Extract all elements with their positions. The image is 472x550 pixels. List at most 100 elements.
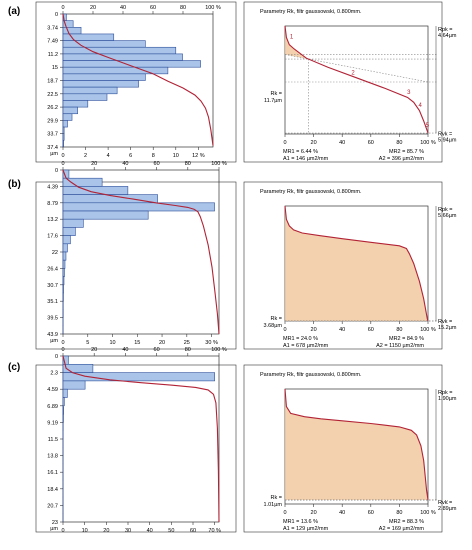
top-tick-label: 80 [185,161,191,167]
abbott-subtitle: Parametry Rk, filtr gaussowski, 0.800mm. [260,189,362,195]
valley-area [428,82,472,91]
y-unit-label: µm [50,338,58,344]
histogram-bar [62,397,65,407]
mr1-label: MR1 = 13.6 % [283,519,318,525]
bottom-tick-label: 50 [168,528,174,534]
y-tick-label: 4.39 [47,184,58,190]
rpk-label: Rpk = [438,390,453,396]
top-tick-label: 40 [122,161,128,167]
y-tick-label: 20.7 [47,503,58,509]
rk-label: Rk = [271,316,282,322]
histogram-bar [62,73,146,81]
y-tick-label: 8.79 [47,201,58,207]
bottom-tick-label: 30 % [205,340,218,346]
rk-value: 3.68µm [264,323,283,329]
y-tick-label: 7.49 [47,39,58,45]
x-tick-label: 80 [396,140,402,146]
y-tick-label: 13.2 [47,217,58,223]
histogram-bar [62,140,64,148]
top-tick-label: 60 [150,5,156,11]
top-tick-label: 80 [180,5,186,11]
y-tick-label: 11.5 [48,437,58,443]
histogram-bar [62,46,177,55]
a2-label: A2 = 396 µm2/mm [379,156,425,162]
rk-label: Rk = [271,91,282,97]
x-tick-label: 60 [368,140,374,146]
bottom-tick-label: 20 [159,340,165,346]
bottom-tick-label: 5 [86,340,89,346]
histogram-bar [62,251,67,261]
y-tick-label: 13.8 [47,454,58,460]
bottom-tick-label: 6 [129,153,132,159]
bottom-tick-label: 15 [134,340,140,346]
histogram-bar [62,259,66,269]
peak-area [285,26,309,60]
y-tick-label: 39.5 [47,316,58,322]
figure-label: (a) [8,6,20,17]
rk-label: Rk = [271,495,282,501]
curve-point-label: 4 [419,103,423,109]
x-tick-label: 0 [283,140,286,146]
y-tick-label: 26.4 [47,266,58,272]
x-tick-label: 20 [311,510,317,516]
y-tick-label: 23 [52,520,58,526]
x-tick-label: 80 [396,327,402,333]
top-tick-label: 40 [122,347,128,353]
y-tick-label: 22 [52,250,58,256]
histogram-bar [62,372,215,382]
bearing-curve [284,205,429,322]
mr1-label: MR1 = 24.0 % [283,336,318,342]
y-tick-label: 16.1 [47,470,58,476]
histogram-bar [62,53,183,61]
a1-label: A1 = 129 µm2/mm [283,526,329,532]
histogram-panel-frame [35,364,237,533]
histogram-bar [62,86,118,95]
histogram-bar [62,120,68,128]
abbott-axes-box [284,25,429,135]
histogram-bar [62,268,65,277]
histogram-bar [62,177,103,187]
bearing-curve [284,25,429,134]
bottom-tick-label: 0 [61,153,64,159]
bearing-curve [284,388,429,500]
histogram-bar [62,218,84,228]
y-tick-label: 3.74 [47,25,58,31]
histogram-bar [62,133,65,141]
y-tick-label: 30.7 [47,283,58,289]
histogram-bar [62,227,76,236]
x-tick-label: 0 [283,510,286,516]
top-tick-label: 0 [61,161,64,167]
bottom-tick-label: 20 [103,528,109,534]
y-tick-label: 0 [55,354,58,360]
bottom-tick-label: 10 [109,340,115,346]
rk-value: 1.01µm [264,502,283,508]
y-tick-label: 18.4 [47,487,58,493]
y-tick-label: 26.2 [47,105,58,111]
a1-label: A1 = 146 µm2/mm [283,156,329,162]
bottom-tick-label: 30 [125,528,131,534]
peak-area [285,206,463,321]
abbott-subtitle: Parametry Rk, filtr gaussowski, 0.800mm. [260,372,362,378]
histogram-bar [62,405,64,415]
y-tick-label: 0 [55,12,58,18]
histogram-bar [62,380,86,390]
cumulative-curve [62,13,214,146]
top-tick-label: 100 % [205,5,221,11]
curve-point-label: 2 [351,70,355,76]
y-tick-label: 4.59 [47,387,58,393]
histogram-bar [62,210,149,220]
x-tick-label: 80 [396,510,402,516]
figure-label: (c) [8,362,20,373]
x-tick-label: 20 [311,140,317,146]
top-tick-label: 60 [154,161,160,167]
x-tick-label: 60 [368,510,374,516]
a2-label: A2 = 169 µm2/mm [379,526,425,532]
histogram-bar [62,202,215,212]
mr2-label: MR2 = 88.3 % [389,519,424,525]
bottom-tick-label: 10 [82,528,88,534]
histogram-bar [62,80,139,88]
y-tick-label: 29.9 [47,118,58,124]
x-tick-label: 100 % [420,140,436,146]
bottom-tick-label: 25 [184,340,190,346]
